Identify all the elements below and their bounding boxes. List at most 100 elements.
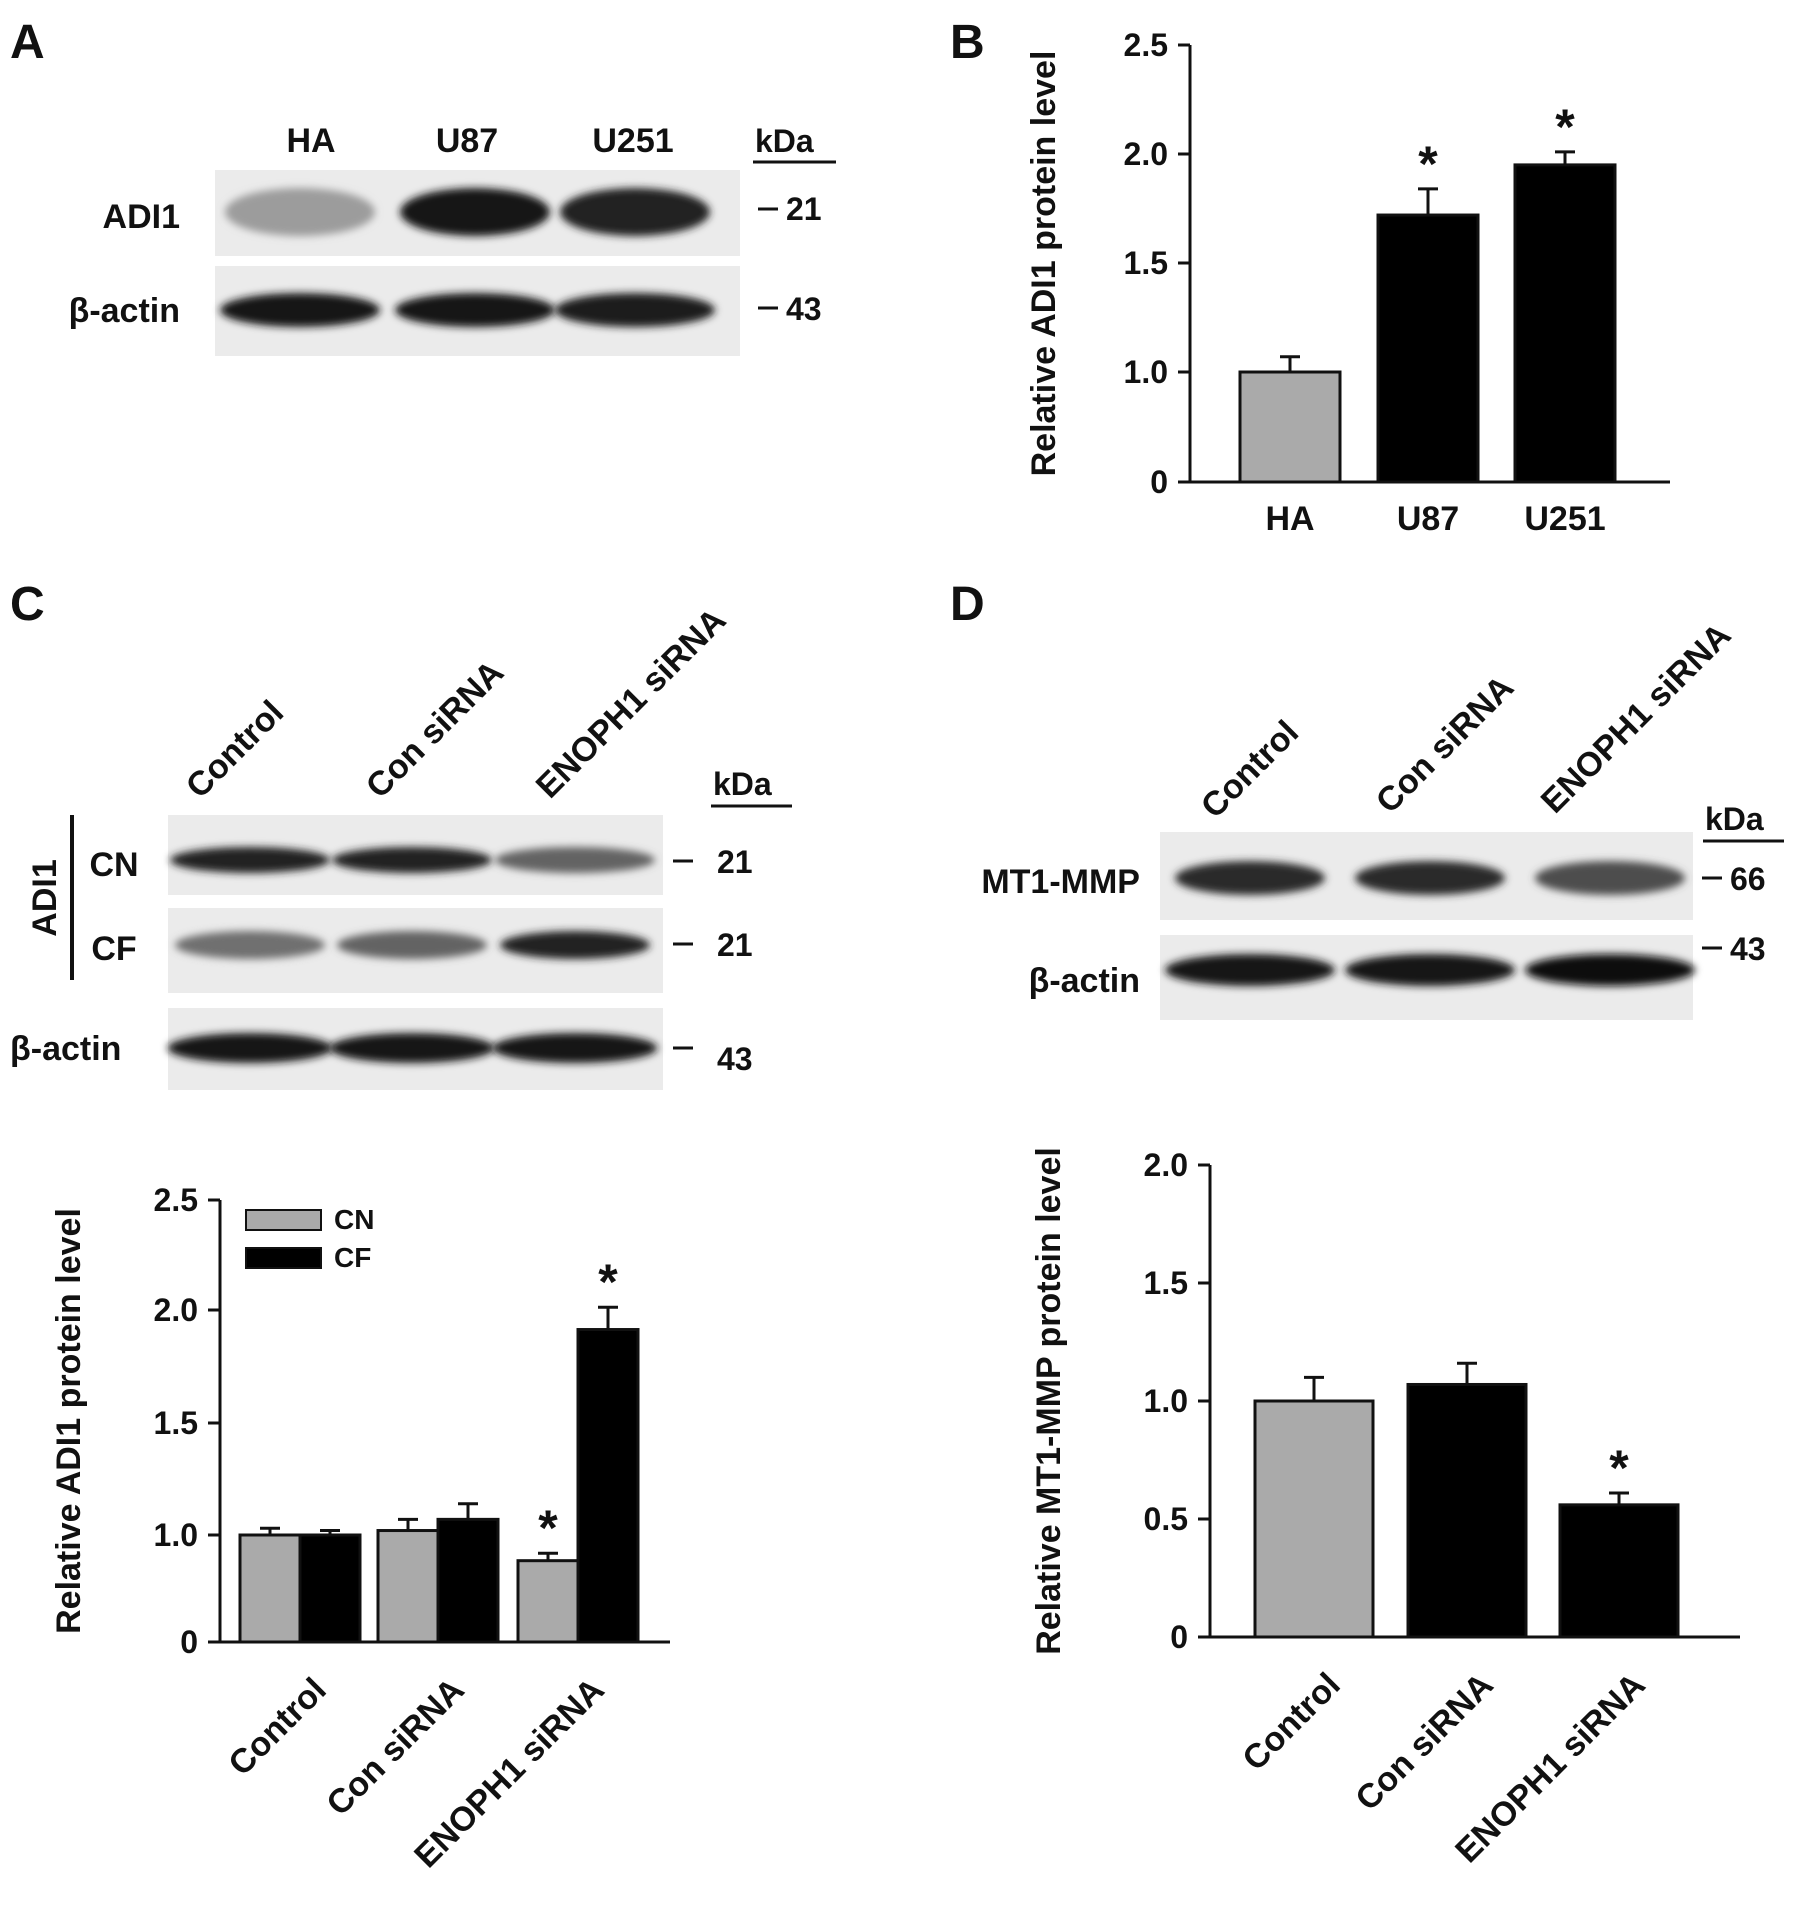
- panel-d-actin-band: [1165, 954, 1335, 986]
- panel-a-actin-band: [395, 293, 555, 327]
- x-tick-label: Control: [1235, 1666, 1347, 1778]
- legend-label: CF: [334, 1242, 371, 1273]
- x-tick-label: Con siRNA: [319, 1671, 471, 1823]
- bar: [1513, 163, 1617, 484]
- y-tick-label: 0: [1170, 1619, 1188, 1655]
- panel-d-mt1mmp-band: [1175, 861, 1325, 895]
- bar: [1253, 1399, 1375, 1639]
- bar: [376, 1529, 440, 1644]
- x-tick-label: U87: [1397, 500, 1459, 538]
- panel-d-letter: D: [950, 578, 985, 631]
- panel-c-row-label: CN: [89, 846, 138, 884]
- panel-c-row-label: CF: [91, 930, 136, 968]
- panel-c-kda-marker: 21: [717, 927, 753, 963]
- panel-c-kda-marker: 21: [717, 844, 753, 880]
- panel-d-mt1mmp-band: [1355, 861, 1505, 895]
- panel-a: A HA U87 U251 kDa ADI1 β-actin 21 43: [10, 16, 836, 356]
- panel-c-kda-marker: 43: [717, 1041, 753, 1077]
- chart-c: 0 1.0 1.5 2.0 2.5 Relative ADI1 protein level…: [50, 1182, 670, 1875]
- panel-a-kda-marker: 21: [786, 191, 822, 227]
- panel-c-lane-label: Con siRNA: [359, 653, 511, 805]
- x-tick-label: U251: [1524, 500, 1605, 538]
- bar: [576, 1328, 640, 1644]
- panel-a-kda-label: kDa: [755, 123, 814, 159]
- x-tick-label: Control: [221, 1671, 333, 1783]
- bar: [238, 1533, 302, 1644]
- panel-c-lane-label: ENOPH1 siRNA: [529, 601, 734, 806]
- x-tick-label: HA: [1265, 500, 1314, 538]
- panel-d-actin-band: [1525, 954, 1695, 986]
- y-tick-label: 1.0: [1144, 1383, 1188, 1419]
- panel-c-blot-actin: [167, 1008, 663, 1090]
- panel-a-blot-actin: [215, 266, 740, 356]
- panel-c-actin-band: [329, 1033, 495, 1063]
- panel-c-blot-cn: [168, 815, 663, 895]
- panel-d-lane-label: ENOPH1 siRNA: [1534, 616, 1739, 821]
- panel-a-adi1-band: [400, 188, 550, 236]
- panel-c-lane-label: Control: [179, 693, 291, 805]
- panel-a-lane-label: HA: [286, 122, 335, 160]
- y-tick-label: 1.5: [1124, 245, 1168, 281]
- y-tick-label: 0.5: [1144, 1501, 1188, 1537]
- y-axis-label: Relative MT1-MMP protein level: [1030, 1147, 1068, 1655]
- panel-c-kda-label: kDa: [713, 766, 772, 802]
- y-axis-label: Relative ADI1 protein level: [50, 1208, 88, 1634]
- panel-d-lane-label: Control: [1194, 713, 1306, 825]
- bar: [1558, 1503, 1680, 1639]
- legend-label: CN: [334, 1204, 374, 1235]
- panel-a-adi1-band: [225, 188, 375, 236]
- panel-a-kda-marker: 43: [786, 291, 822, 327]
- panel-d-row-label: MT1-MMP: [981, 863, 1140, 901]
- panel-c-cn-band: [495, 847, 655, 873]
- y-tick-label: 1.5: [1144, 1265, 1188, 1301]
- bar: [298, 1533, 362, 1644]
- chart-d: 0 0.5 1.0 1.5 2.0 Relative MT1-MMP protein le…: [1030, 1147, 1740, 1870]
- panel-d-kda-marker: 43: [1730, 931, 1766, 967]
- panel-d-row-label: β-actin: [1029, 962, 1140, 1000]
- panel-c-actin-band: [492, 1033, 658, 1063]
- y-tick-label: 0: [1150, 464, 1168, 500]
- panel-a-actin-band: [555, 293, 715, 327]
- significance-marker: *: [1555, 99, 1575, 155]
- panel-a-blot-adi1: [215, 170, 740, 256]
- panel-d-blot-mt1mmp: [1160, 832, 1693, 920]
- panel-c-cf-band: [175, 931, 325, 959]
- y-tick-label: 2.5: [154, 1182, 198, 1218]
- y-axis-label: Relative ADI1 protein level: [1025, 51, 1063, 477]
- panel-d-actin-band: [1345, 954, 1515, 986]
- panel-a-adi1-band: [560, 188, 710, 236]
- panel-c-cf-band: [500, 931, 650, 959]
- panel-c-cf-band: [337, 931, 487, 959]
- y-tick-label: 2.0: [154, 1292, 198, 1328]
- panel-c-cn-band: [170, 847, 330, 873]
- y-tick-label: 2.0: [1144, 1147, 1188, 1183]
- y-tick-label: 2.5: [1124, 27, 1168, 63]
- bar: [1376, 213, 1480, 484]
- bar: [516, 1559, 580, 1644]
- panel-c-blot-cf: [168, 908, 663, 993]
- legend-swatch: [245, 1209, 322, 1231]
- panel-c: C Control Con siRNA ENOPH1 siRNA kDa ADI…: [10, 578, 792, 1875]
- bar: [1238, 370, 1342, 484]
- panel-a-lane-label: U251: [592, 122, 673, 160]
- panel-d: D Control Con siRNA ENOPH1 siRNA kDa MT1…: [950, 578, 1784, 1870]
- y-tick-label: 1.5: [154, 1405, 198, 1441]
- y-tick-label: 0: [180, 1624, 198, 1660]
- panel-a-letter: A: [10, 16, 45, 69]
- panel-d-mt1mmp-band: [1535, 861, 1685, 895]
- panel-a-row-label: β-actin: [69, 292, 180, 330]
- legend-swatch: [245, 1247, 322, 1269]
- panel-c-row-label: β-actin: [10, 1030, 121, 1068]
- x-tick-label: Con siRNA: [1348, 1666, 1500, 1818]
- panel-a-actin-band: [220, 293, 380, 327]
- panel-c-actin-band: [167, 1033, 333, 1063]
- bar: [436, 1517, 500, 1644]
- panel-d-lane-label: Con siRNA: [1369, 668, 1521, 820]
- panel-a-lane-label: U87: [436, 122, 498, 160]
- significance-marker: *: [1418, 136, 1438, 192]
- y-tick-label: 1.0: [154, 1517, 198, 1553]
- y-tick-label: 2.0: [1124, 136, 1168, 172]
- panel-c-cn-band: [332, 847, 492, 873]
- y-tick-label: 1.0: [1124, 354, 1168, 390]
